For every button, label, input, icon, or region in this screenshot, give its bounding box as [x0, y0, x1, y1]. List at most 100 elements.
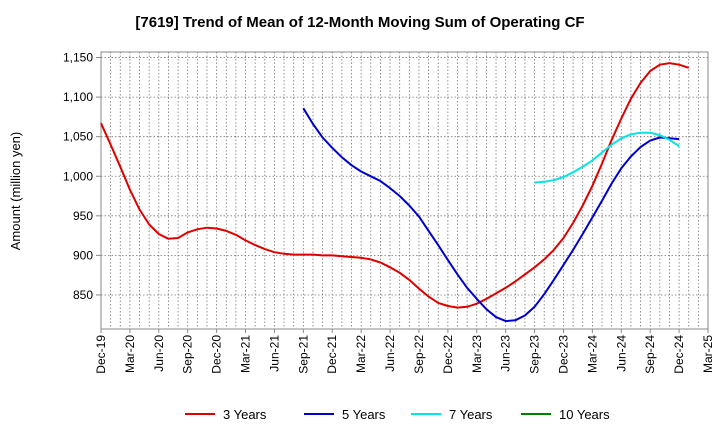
x-tick-label: Dec-24: [672, 335, 686, 374]
data-point-3-years: [630, 98, 632, 100]
data-point-3-years: [187, 231, 189, 233]
data-point-3-years: [591, 185, 593, 187]
data-point-7-years: [640, 132, 642, 134]
x-tick-label: Dec-22: [441, 335, 455, 374]
data-point-3-years: [688, 67, 690, 69]
legend-label: 5 Years: [342, 407, 386, 422]
data-point-3-years: [158, 233, 160, 235]
data-point-5-years: [447, 259, 449, 261]
data-point-5-years: [428, 230, 430, 232]
x-tick-label: Sep-21: [296, 335, 310, 374]
y-tick-label: 950: [73, 209, 93, 223]
x-tick-label: Sep-24: [643, 335, 657, 374]
data-point-5-years: [620, 167, 622, 169]
data-point-3-years: [678, 64, 680, 66]
data-point-3-years: [505, 287, 507, 289]
data-point-3-years: [254, 244, 256, 246]
x-tick-label: Jun-20: [152, 335, 166, 372]
data-point-7-years: [611, 144, 613, 146]
data-point-5-years: [389, 187, 391, 189]
series-lines: [100, 62, 690, 323]
data-point-3-years: [640, 82, 642, 84]
data-point-5-years: [418, 216, 420, 218]
data-point-3-years: [543, 258, 545, 260]
x-tick-label: Jun-24: [614, 335, 628, 372]
data-point-3-years: [360, 257, 362, 259]
data-point-3-years: [668, 62, 670, 64]
data-point-3-years: [399, 272, 401, 274]
x-tick-label: Mar-20: [123, 335, 137, 373]
data-point-5-years: [582, 233, 584, 235]
x-tick-label: Dec-19: [94, 335, 108, 374]
data-point-7-years: [601, 152, 603, 154]
data-point-5-years: [572, 249, 574, 251]
data-point-3-years: [273, 251, 275, 253]
data-point-5-years: [591, 216, 593, 218]
data-point-3-years: [264, 248, 266, 250]
chart-title: [7619] Trend of Mean of 12-Month Moving …: [135, 14, 584, 31]
x-tick-label: Jun-22: [383, 335, 397, 372]
data-point-7-years: [562, 176, 564, 178]
y-tick-label: 1,150: [63, 51, 93, 65]
data-point-3-years: [351, 256, 353, 258]
data-point-3-years: [235, 234, 237, 236]
data-point-5-years: [312, 123, 314, 125]
data-point-5-years: [543, 293, 545, 295]
data-point-5-years: [322, 136, 324, 138]
data-point-3-years: [485, 298, 487, 300]
data-point-3-years: [379, 262, 381, 264]
data-point-3-years: [293, 254, 295, 256]
data-point-3-years: [601, 163, 603, 165]
data-point-3-years: [649, 70, 651, 72]
data-point-3-years: [148, 224, 150, 226]
x-axis: Dec-19 Mar-20 Jun-20 Sep-20 Dec-20 Mar-21 Jun-…: [94, 329, 715, 374]
legend-label: 10 Years: [559, 407, 610, 422]
data-point-5-years: [331, 147, 333, 149]
data-point-3-years: [206, 227, 208, 229]
x-tick-label: Sep-23: [528, 335, 542, 374]
data-point-7-years: [659, 134, 661, 136]
data-point-5-years: [678, 138, 680, 140]
plot-area: [100, 51, 709, 330]
y-tick-label: 1,000: [63, 169, 93, 183]
data-point-5-years: [601, 200, 603, 202]
data-point-3-years: [534, 266, 536, 268]
data-point-3-years: [196, 228, 198, 230]
series-line-7-years: [534, 131, 680, 184]
data-point-5-years: [514, 319, 516, 321]
data-point-5-years: [553, 279, 555, 281]
legend-label: 7 Years: [449, 407, 493, 422]
data-point-5-years: [476, 298, 478, 300]
data-point-3-years: [620, 117, 622, 119]
data-point-3-years: [370, 258, 372, 260]
x-tick-label: Mar-25: [701, 335, 715, 373]
data-point-3-years: [562, 237, 564, 239]
x-tick-label: Sep-20: [181, 335, 195, 374]
data-point-3-years: [312, 254, 314, 256]
y-tick-label: 1,050: [63, 130, 93, 144]
data-point-3-years: [418, 288, 420, 290]
data-point-3-years: [216, 227, 218, 229]
data-point-3-years: [466, 306, 468, 308]
data-point-3-years: [514, 281, 516, 283]
y-tick-label: 850: [73, 288, 93, 302]
data-point-7-years: [678, 145, 680, 147]
legend: 3 Years 5 Years 7 Years 10 Years: [185, 407, 610, 422]
data-point-3-years: [119, 166, 121, 168]
data-point-3-years: [139, 208, 141, 210]
data-point-3-years: [177, 237, 179, 239]
data-point-5-years: [611, 182, 613, 184]
data-point-3-years: [389, 266, 391, 268]
data-point-5-years: [437, 244, 439, 246]
data-point-3-years: [302, 254, 304, 256]
data-point-3-years: [524, 273, 526, 275]
x-tick-label: Sep-22: [412, 335, 426, 374]
data-point-5-years: [562, 264, 564, 266]
y-tick-label: 900: [73, 248, 93, 262]
data-point-3-years: [341, 255, 343, 257]
data-point-3-years: [582, 205, 584, 207]
data-point-5-years: [341, 156, 343, 158]
data-point-7-years: [582, 166, 584, 168]
data-point-3-years: [331, 254, 333, 256]
